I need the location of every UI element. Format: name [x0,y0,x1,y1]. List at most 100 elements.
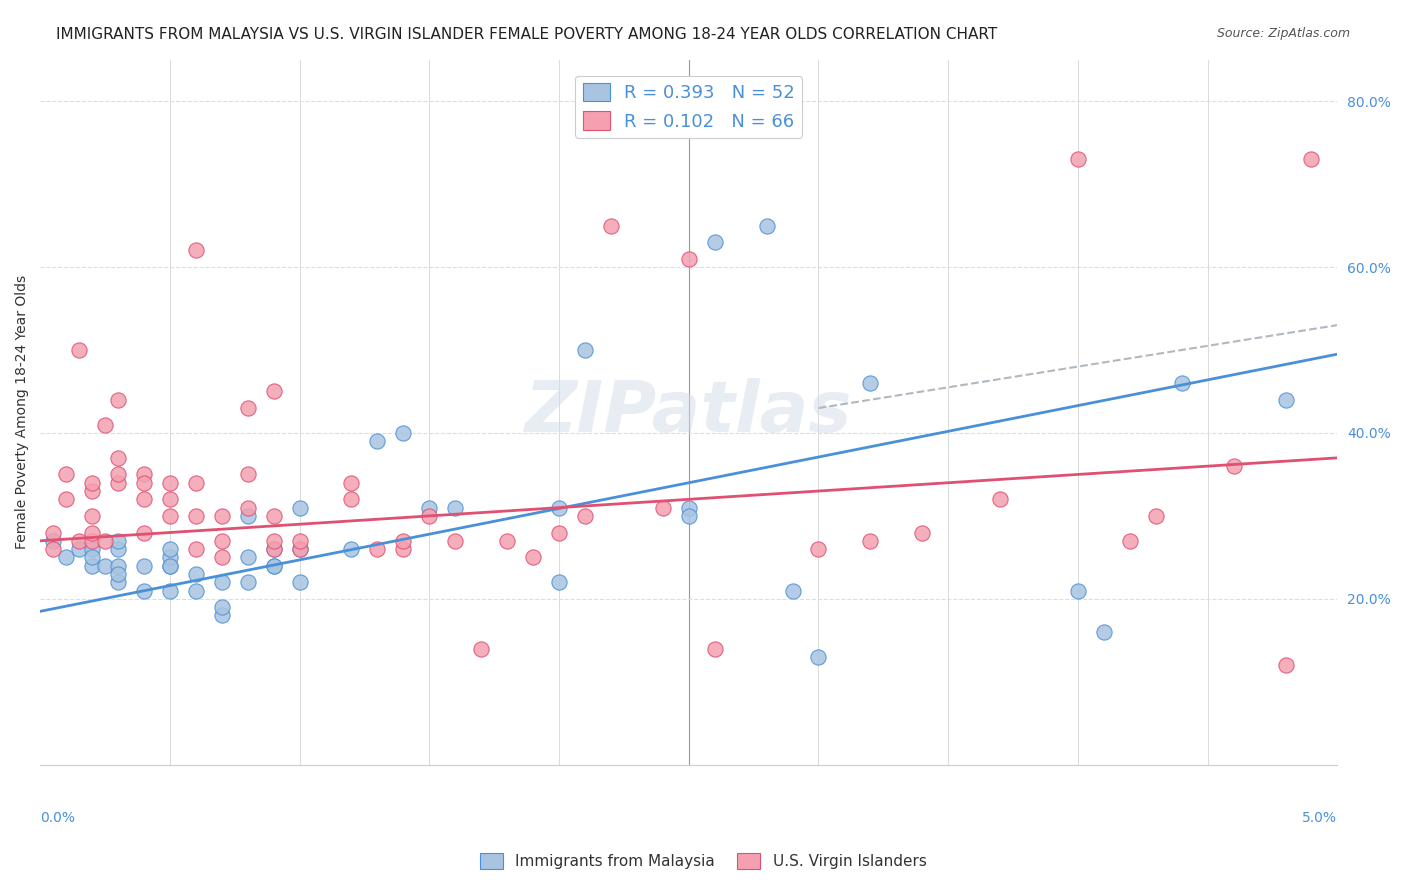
Point [107,533,129,548]
Point [859,533,882,548]
Point [1274,392,1296,407]
Point [67,542,90,557]
Point [444,500,467,515]
Point [911,525,934,540]
Point [132,492,155,507]
Point [159,475,181,490]
Point [159,558,181,573]
Point [42,533,65,548]
Point [159,542,181,557]
Point [80,542,103,557]
Point [80,525,103,540]
Point [1067,152,1090,166]
Point [263,542,285,557]
Point [107,567,129,582]
Point [42,542,65,557]
Point [80,533,103,548]
Point [236,467,259,482]
Y-axis label: Female Poverty Among 18-24 Year Olds: Female Poverty Among 18-24 Year Olds [15,275,30,549]
Point [418,508,440,523]
Point [263,533,285,548]
Point [574,508,596,523]
Point [288,542,311,557]
Point [42,525,65,540]
Point [132,558,155,573]
Point [548,575,571,590]
Point [159,550,181,565]
Point [67,533,90,548]
Point [107,558,129,573]
Point [159,508,181,523]
Text: 5.0%: 5.0% [1302,811,1337,825]
Point [1092,625,1115,640]
Point [470,641,492,656]
Legend: R = 0.393   N = 52, R = 0.102   N = 66: R = 0.393 N = 52, R = 0.102 N = 66 [575,76,801,138]
Point [1144,508,1167,523]
Point [236,508,259,523]
Point [80,550,103,565]
Point [80,475,103,490]
Point [263,542,285,557]
Point [80,483,103,498]
Point [55,550,77,565]
Point [703,641,725,656]
Point [496,533,519,548]
Point [444,533,467,548]
Point [340,542,363,557]
Point [107,467,129,482]
Point [55,492,77,507]
Text: IMMIGRANTS FROM MALAYSIA VS U.S. VIRGIN ISLANDER FEMALE POVERTY AMONG 18-24 YEAR: IMMIGRANTS FROM MALAYSIA VS U.S. VIRGIN … [56,27,997,42]
Point [184,542,207,557]
Point [94,417,117,432]
Point [236,401,259,415]
Point [263,558,285,573]
Point [236,550,259,565]
Point [263,558,285,573]
Point [548,500,571,515]
Point [392,533,415,548]
Point [236,500,259,515]
Point [211,608,233,623]
Point [159,558,181,573]
Point [418,500,440,515]
Point [678,252,700,266]
Point [651,500,673,515]
Point [236,575,259,590]
Point [211,575,233,590]
Point [132,583,155,598]
Point [392,425,415,440]
Point [1067,583,1090,598]
Point [159,583,181,598]
Point [211,508,233,523]
Point [132,525,155,540]
Point [94,558,117,573]
Point [678,508,700,523]
Point [184,508,207,523]
Point [132,475,155,490]
Point [1301,152,1323,166]
Point [263,384,285,399]
Point [132,467,155,482]
Point [988,492,1011,507]
Text: Source: ZipAtlas.com: Source: ZipAtlas.com [1216,27,1350,40]
Point [288,575,311,590]
Point [211,600,233,615]
Point [55,467,77,482]
Point [184,583,207,598]
Point [107,575,129,590]
Point [94,533,117,548]
Point [107,450,129,465]
Point [340,492,363,507]
Point [366,434,388,449]
Point [107,542,129,557]
Point [807,650,830,665]
Point [392,542,415,557]
Point [184,567,207,582]
Point [107,475,129,490]
Point [107,392,129,407]
Point [288,542,311,557]
Point [263,508,285,523]
Point [807,542,830,557]
Point [859,376,882,391]
Legend: Immigrants from Malaysia, U.S. Virgin Islanders: Immigrants from Malaysia, U.S. Virgin Is… [474,847,932,875]
